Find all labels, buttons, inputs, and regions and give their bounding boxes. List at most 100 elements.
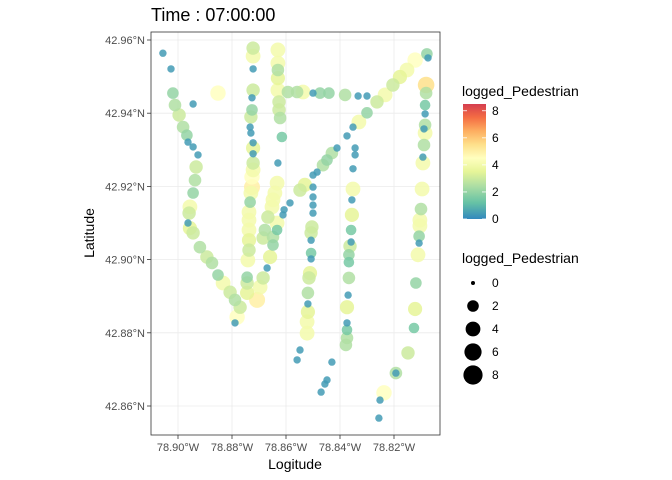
data-points xyxy=(159,41,435,422)
data-point xyxy=(412,218,428,234)
data-point xyxy=(273,111,287,125)
data-point xyxy=(376,396,384,404)
color-legend-label: 2 xyxy=(492,185,499,199)
data-point xyxy=(247,129,255,137)
data-point xyxy=(339,300,355,315)
data-point xyxy=(321,154,333,166)
data-point xyxy=(228,293,242,307)
data-point xyxy=(328,358,336,366)
data-point xyxy=(313,168,321,176)
x-tick-label: 78.84°W xyxy=(319,442,362,454)
data-point xyxy=(415,155,431,171)
data-point xyxy=(242,243,256,257)
data-point xyxy=(345,224,357,236)
data-point xyxy=(299,325,315,341)
data-point xyxy=(271,224,283,236)
data-point xyxy=(375,414,383,422)
data-point xyxy=(338,88,352,102)
data-point xyxy=(419,99,431,111)
data-point xyxy=(270,82,286,98)
size-legend-dot xyxy=(464,343,482,361)
data-point xyxy=(339,338,353,352)
data-point xyxy=(414,181,430,197)
data-point xyxy=(323,87,335,99)
data-point xyxy=(305,247,317,259)
x-axis: 78.90°W 78.88°W 78.86°W 78.84°W 78.82°W xyxy=(157,435,416,454)
data-point xyxy=(172,108,186,122)
color-legend-label: 0 xyxy=(492,212,499,226)
data-point xyxy=(276,131,288,143)
data-point xyxy=(240,285,255,300)
size-legend-label: 4 xyxy=(492,322,499,336)
size-legend-dot xyxy=(463,365,483,385)
data-point xyxy=(348,196,356,204)
data-point xyxy=(302,271,316,285)
data-point xyxy=(263,264,271,272)
data-point xyxy=(168,98,182,112)
data-point xyxy=(159,49,167,57)
y-tick-label: 42.88°N xyxy=(105,328,145,340)
data-point xyxy=(370,95,384,109)
data-point xyxy=(347,238,355,246)
data-point xyxy=(246,123,254,131)
size-legend-dot xyxy=(471,281,475,285)
data-point xyxy=(281,85,295,99)
data-point xyxy=(386,78,400,92)
data-point xyxy=(344,291,352,299)
data-point xyxy=(307,255,315,263)
data-point xyxy=(274,159,282,167)
data-point xyxy=(401,346,415,360)
data-point xyxy=(415,239,423,247)
panel-border xyxy=(150,31,441,436)
data-point xyxy=(263,249,278,265)
data-point xyxy=(246,140,261,156)
data-point xyxy=(194,151,202,159)
data-point xyxy=(256,271,270,285)
data-point xyxy=(317,388,325,396)
x-tick-label: 78.90°W xyxy=(157,442,200,454)
x-tick-label: 78.86°W xyxy=(265,442,308,454)
size-legend-dot xyxy=(467,300,479,312)
data-point xyxy=(167,65,175,73)
x-tick-label: 78.82°W xyxy=(373,442,416,454)
data-point xyxy=(424,54,432,62)
data-point xyxy=(188,173,202,187)
color-legend-label: 6 xyxy=(492,131,499,145)
x-axis-title: Logitude xyxy=(268,456,322,472)
data-point xyxy=(354,92,362,100)
data-point xyxy=(419,86,433,100)
chart-title: Time : 07:00:00 xyxy=(151,5,275,25)
data-point xyxy=(349,165,357,173)
data-point xyxy=(343,132,351,140)
data-point xyxy=(181,129,193,141)
y-axis: 42.96°N 42.94°N 42.92°N 42.90°N 42.88°N 42.86… xyxy=(105,35,151,413)
data-point xyxy=(392,369,400,377)
data-point xyxy=(241,233,257,248)
data-point xyxy=(343,319,351,327)
color-legend: logged_Pedestrian 8 6 4 2 0 xyxy=(462,83,579,226)
y-tick-label: 42.90°N xyxy=(105,255,145,267)
data-point xyxy=(408,301,423,317)
data-point xyxy=(182,206,196,220)
data-point xyxy=(419,153,427,161)
data-point xyxy=(210,85,226,101)
size-legend-label: 6 xyxy=(492,345,499,359)
data-point xyxy=(344,207,359,222)
data-point xyxy=(307,236,315,244)
data-point xyxy=(309,89,317,97)
data-point xyxy=(186,226,200,240)
data-point xyxy=(343,256,355,268)
data-point xyxy=(246,41,260,55)
data-point xyxy=(286,199,294,207)
data-point xyxy=(184,138,192,146)
y-axis-title: Latitude xyxy=(81,208,97,258)
data-point xyxy=(205,256,219,270)
data-point xyxy=(296,346,304,354)
data-point xyxy=(167,87,179,99)
y-tick-label: 42.92°N xyxy=(105,181,145,193)
data-point xyxy=(189,160,203,174)
data-point xyxy=(246,156,260,170)
size-legend-label: 8 xyxy=(492,368,499,382)
data-point xyxy=(342,271,356,285)
